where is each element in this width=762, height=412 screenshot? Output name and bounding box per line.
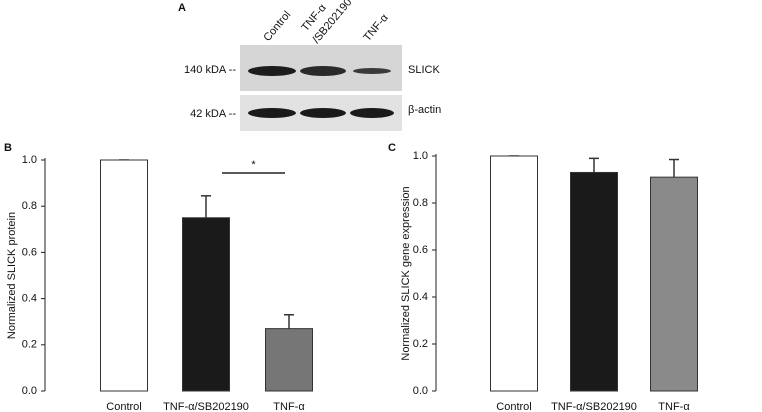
y-tick-label: 0.0	[22, 385, 37, 397]
bar	[182, 217, 230, 392]
y-tick-label: 0.0	[413, 385, 428, 397]
band	[248, 108, 296, 118]
x-tick-label: TNF-α	[273, 401, 305, 412]
bar	[265, 328, 313, 392]
bar	[490, 155, 538, 392]
y-axis-label: Normalized SLICK gene expression	[400, 186, 412, 360]
y-tick-label: 0.8	[22, 200, 37, 212]
y-tick-label: 0.2	[22, 339, 37, 351]
y-tick-label: 0.6	[22, 246, 37, 258]
y-tick-label: 0.2	[413, 338, 428, 350]
y-tick-label: 1.0	[22, 154, 37, 166]
protein-label: β-actin	[408, 104, 441, 116]
lane-label: TNF-α	[361, 12, 391, 44]
bar	[650, 176, 698, 392]
y-tick-label: 0.6	[413, 244, 428, 256]
size-label: 42 kDA --	[190, 108, 236, 120]
band	[353, 68, 391, 74]
panel-label: B	[4, 142, 12, 154]
x-tick-label: Control	[106, 401, 141, 412]
protein-label: SLICK	[408, 64, 440, 76]
panel-label: C	[388, 142, 396, 154]
x-tick-label: Control	[496, 401, 531, 412]
y-axis-label: Normalized SLICK protein	[6, 212, 18, 339]
bar	[570, 171, 618, 392]
size-label: 140 kDA --	[184, 64, 236, 76]
x-tick-label: TNF-α/SB202190	[551, 401, 637, 412]
band	[300, 66, 346, 76]
x-tick-label: TNF-α	[658, 401, 690, 412]
x-tick-label: TNF-α/SB202190	[163, 401, 249, 412]
band	[248, 66, 296, 76]
band	[350, 108, 394, 118]
annotation: *	[251, 159, 256, 171]
y-tick-label: 1.0	[413, 150, 428, 162]
y-tick-label: 0.4	[22, 293, 37, 305]
bar	[100, 159, 148, 392]
panel-label: A	[178, 2, 186, 14]
lane-label: Control	[261, 9, 293, 44]
band	[300, 108, 346, 118]
y-tick-label: 0.8	[413, 197, 428, 209]
y-tick-label: 0.4	[413, 291, 428, 303]
